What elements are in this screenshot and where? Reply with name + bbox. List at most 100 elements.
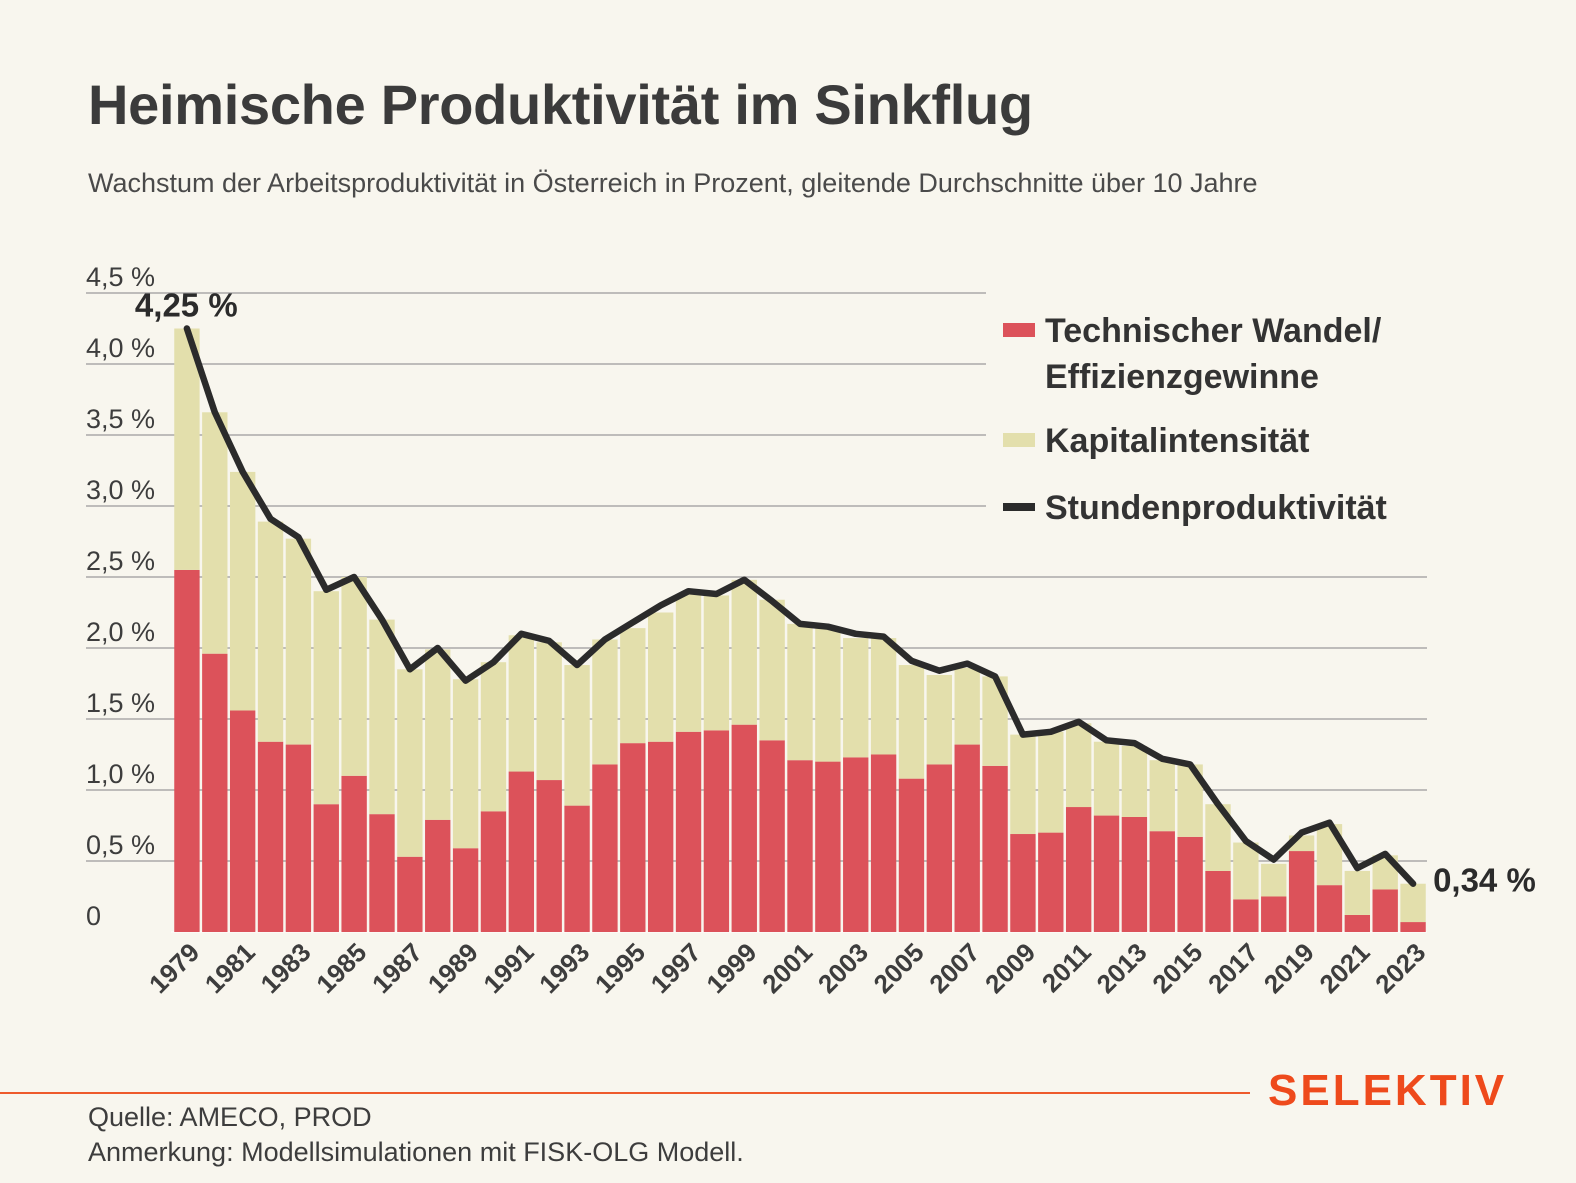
- bar-technical-2020: [1316, 885, 1343, 932]
- bar-technical-1993: [564, 805, 590, 932]
- bar-capital-1996: [647, 612, 674, 742]
- legend-label: Kapitalintensität: [1045, 422, 1309, 460]
- x-tick-label: 1983: [255, 937, 317, 999]
- legend-label: Technischer Wandel/: [1045, 312, 1382, 350]
- bar-capital-1990: [480, 662, 507, 812]
- bar-capital-1986: [369, 619, 395, 815]
- bar-technical-2019: [1288, 851, 1315, 932]
- bar-capital-2021: [1344, 870, 1371, 915]
- x-tick-label: 1999: [700, 937, 762, 999]
- legend-label: Stundenproduktivität: [1045, 489, 1387, 527]
- stacked-bars: [174, 328, 1426, 932]
- y-tick-label: 2,0 %: [86, 617, 155, 647]
- bar-technical-1992: [536, 780, 562, 932]
- y-tick-label: 2,5 %: [86, 546, 155, 576]
- bar-technical-1997: [675, 731, 702, 932]
- annotations: 4,25 % 0,34 %: [135, 287, 1536, 899]
- annotation-2023: 0,34 %: [1433, 862, 1536, 899]
- x-tick-label: 2007: [923, 937, 985, 999]
- bar-capital-2005: [898, 665, 925, 779]
- source-note: Quelle: AMECO, PROD: [88, 1102, 372, 1132]
- x-tick-label: 2015: [1146, 937, 1208, 999]
- bar-capital-2011: [1065, 723, 1092, 808]
- annotation-1979: 4,25 %: [135, 287, 238, 324]
- bar-technical-2001: [787, 760, 813, 932]
- bar-technical-1987: [397, 856, 423, 932]
- bar-technical-1989: [452, 848, 479, 932]
- bar-capital-2004: [870, 638, 897, 755]
- x-tick-label: 2005: [868, 937, 930, 999]
- bar-technical-1994: [592, 764, 618, 932]
- bar-capital-2000: [759, 599, 785, 741]
- bar-capital-2010: [1038, 731, 1064, 833]
- hourly-productivity-line: [183, 325, 1417, 887]
- bar-technical-2008: [982, 765, 1008, 932]
- bar-technical-1998: [703, 730, 730, 932]
- line-stundenproduktivitaet: [183, 325, 1417, 887]
- bar-capital-2017: [1233, 842, 1259, 900]
- bar-capital-1989: [452, 679, 479, 849]
- y-axis-ticks: 0 0,5 % 1,0 % 1,5 % 2,0 % 2,5 % 3,0 % 3,5 % 4,0 …: [86, 262, 155, 931]
- bar-technical-2018: [1261, 896, 1287, 932]
- bar-capital-1995: [620, 628, 646, 744]
- bar-capital-1993: [564, 665, 590, 806]
- bar-technical-1996: [647, 741, 674, 932]
- legend-swatch-line: [1003, 503, 1035, 511]
- bar-technical-2014: [1149, 831, 1175, 932]
- bar-capital-2013: [1121, 745, 1148, 817]
- x-tick-label: 1993: [533, 937, 595, 999]
- bar-capital-1984: [313, 591, 339, 805]
- x-tick-label: 1997: [645, 937, 707, 999]
- bar-capital-1998: [703, 595, 730, 731]
- bar-technical-2023: [1400, 922, 1426, 932]
- bar-capital-1988: [425, 649, 451, 820]
- bar-technical-2012: [1093, 815, 1120, 932]
- y-tick-label: 4,5 %: [86, 262, 155, 292]
- x-tick-label: 2009: [979, 937, 1041, 999]
- y-tick-label: 4,0 %: [86, 333, 155, 363]
- bar-technical-2021: [1344, 914, 1371, 932]
- bar-capital-1980: [202, 412, 228, 654]
- bar-technical-1980: [202, 653, 228, 932]
- brand-logo: SELEKTIV: [1268, 1066, 1508, 1115]
- bar-capital-2003: [843, 638, 869, 758]
- bar-capital-1987: [397, 669, 423, 857]
- y-tick-label: 3,0 %: [86, 475, 155, 505]
- x-tick-label: 1989: [422, 937, 484, 999]
- bar-technical-1988: [425, 819, 451, 932]
- bar-capital-1991: [508, 635, 535, 772]
- bar-technical-2011: [1065, 807, 1092, 932]
- x-tick-label: 2023: [1369, 937, 1431, 999]
- bar-technical-1982: [257, 741, 284, 932]
- bar-technical-2017: [1233, 899, 1259, 932]
- bar-technical-2015: [1177, 836, 1203, 932]
- x-tick-label: 1985: [310, 937, 372, 999]
- chart-title: Heimische Produktivität im Sinkflug: [88, 73, 1033, 136]
- bar-capital-1985: [341, 577, 367, 776]
- x-tick-label: 1995: [589, 937, 651, 999]
- x-tick-label: 1981: [199, 937, 261, 999]
- bar-capital-1994: [592, 639, 618, 765]
- y-tick-label: 1,0 %: [86, 759, 155, 789]
- bar-technical-2003: [843, 757, 869, 932]
- y-tick-label: 0,5 %: [86, 830, 155, 860]
- bar-technical-1979: [174, 569, 200, 932]
- bar-technical-2016: [1205, 870, 1231, 932]
- y-tick-label: 1,5 %: [86, 688, 155, 718]
- bar-technical-1984: [313, 804, 339, 932]
- x-tick-label: 2019: [1258, 937, 1320, 999]
- bar-capital-1997: [675, 594, 702, 732]
- bar-capital-2014: [1149, 760, 1175, 832]
- legend-swatch-technical: [1003, 323, 1035, 337]
- legend-swatch-capital: [1003, 433, 1035, 447]
- productivity-chart: 0 0,5 % 1,0 % 1,5 % 2,0 % 2,5 % 3,0 % 3,5 % 4,0 …: [86, 262, 1536, 999]
- bar-capital-2009: [1010, 734, 1036, 835]
- x-axis-ticks: 1979198119831985198719891991199319951997…: [143, 937, 1431, 999]
- bar-technical-1981: [229, 710, 256, 932]
- x-tick-label: 2011: [1036, 937, 1097, 998]
- y-tick-label: 0: [86, 901, 101, 931]
- x-tick-label: 2013: [1091, 937, 1153, 999]
- methodology-note: Anmerkung: Modellsimulationen mit FISK-O…: [88, 1137, 744, 1167]
- bar-technical-2004: [870, 754, 897, 932]
- bar-capital-2012: [1093, 741, 1120, 816]
